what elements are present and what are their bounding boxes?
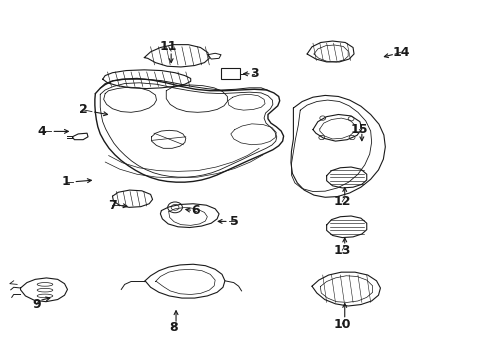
Text: 4: 4 xyxy=(37,125,46,138)
Text: 1: 1 xyxy=(61,175,70,188)
Text: 11: 11 xyxy=(160,40,177,53)
Text: 6: 6 xyxy=(191,204,200,217)
Text: 14: 14 xyxy=(391,46,409,59)
Text: 5: 5 xyxy=(230,215,239,228)
Text: 8: 8 xyxy=(169,321,178,334)
Text: 9: 9 xyxy=(32,298,41,311)
Bar xyxy=(221,68,239,79)
Text: 3: 3 xyxy=(249,67,258,80)
Text: 13: 13 xyxy=(333,244,350,257)
Text: 10: 10 xyxy=(333,318,350,330)
Text: 2: 2 xyxy=(79,103,87,116)
Text: 12: 12 xyxy=(333,195,350,208)
Text: 15: 15 xyxy=(350,123,367,136)
Text: 7: 7 xyxy=(108,199,117,212)
